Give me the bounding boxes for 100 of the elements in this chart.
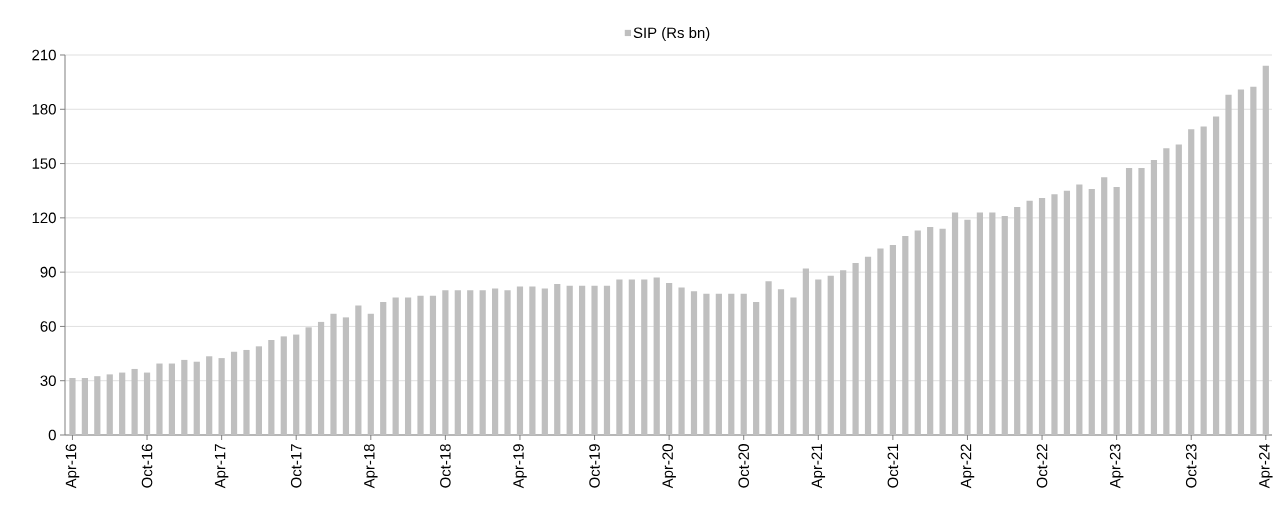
bar — [827, 275, 834, 435]
bar — [94, 376, 101, 435]
bar — [479, 290, 486, 435]
y-tick-label: 30 — [40, 375, 56, 386]
bar — [355, 305, 362, 435]
y-tick-label: 60 — [40, 321, 56, 332]
bar — [1163, 148, 1170, 435]
bar — [678, 287, 685, 435]
bar — [964, 219, 971, 435]
bar — [293, 334, 300, 435]
bar — [1200, 126, 1207, 435]
bar — [230, 351, 238, 435]
bar — [815, 279, 822, 435]
bar — [603, 285, 611, 435]
bar — [1262, 65, 1269, 435]
bar — [864, 256, 872, 435]
x-tick-label: Apr-24 — [1259, 443, 1273, 489]
bar — [1150, 159, 1158, 435]
bar — [143, 372, 151, 435]
bar — [1212, 116, 1220, 435]
bar — [119, 372, 126, 435]
bar — [666, 283, 673, 435]
bar — [417, 295, 424, 435]
bar — [467, 290, 474, 435]
bar — [268, 340, 275, 435]
bar — [877, 248, 884, 435]
x-tick-label: Apr-22 — [960, 444, 975, 489]
bar — [802, 268, 809, 435]
bar — [902, 235, 909, 435]
bar — [330, 313, 337, 435]
bar — [1237, 89, 1245, 435]
bar — [255, 346, 263, 435]
bar — [1063, 190, 1071, 435]
bar — [193, 361, 200, 435]
bar — [69, 378, 76, 435]
bar — [280, 336, 287, 435]
x-tick-label: Apr-16 — [65, 444, 80, 489]
bar — [1138, 168, 1145, 435]
bar — [740, 293, 747, 435]
bar — [442, 290, 449, 435]
bar — [181, 359, 188, 435]
y-tick-label: 150 — [32, 158, 56, 169]
bar — [1038, 197, 1046, 435]
y-tick-label: 90 — [40, 266, 56, 278]
bar — [218, 358, 225, 435]
bar — [703, 293, 710, 435]
bar — [243, 349, 250, 435]
bar — [342, 317, 350, 435]
bar — [939, 228, 946, 435]
x-tick-label: Apr-17 — [214, 444, 229, 489]
bar — [131, 368, 138, 435]
bar — [628, 279, 635, 435]
bar — [504, 290, 511, 435]
y-tick-label: 210 — [32, 49, 56, 61]
bar — [753, 302, 760, 435]
bar — [529, 286, 536, 435]
bar — [889, 245, 896, 435]
x-tick-label: Apr-18 — [364, 444, 378, 489]
bar — [317, 321, 325, 435]
y-tick-label: 180 — [32, 103, 56, 115]
bar — [554, 283, 561, 435]
legend-label: SIP (Rs bn) — [633, 27, 710, 42]
x-tick-label: Oct-21 — [887, 444, 899, 488]
bar — [1113, 187, 1120, 435]
bar — [728, 293, 735, 435]
bar — [491, 288, 499, 435]
bar — [429, 295, 437, 435]
bar — [976, 212, 983, 435]
bar — [1125, 168, 1133, 435]
bar — [1088, 188, 1095, 435]
bar — [566, 285, 573, 435]
bar — [777, 289, 785, 435]
bar — [616, 279, 623, 435]
bar — [380, 302, 387, 435]
bar — [156, 363, 163, 435]
bar — [715, 293, 722, 435]
bar — [591, 285, 598, 435]
y-tick-label: 120 — [32, 212, 56, 224]
x-tick-label: Oct-20 — [738, 444, 749, 488]
x-tick-label: Oct-17 — [290, 444, 302, 488]
bar — [641, 279, 648, 435]
bar — [541, 288, 548, 435]
bar — [81, 378, 88, 435]
bar — [1076, 184, 1083, 435]
bar — [927, 226, 934, 435]
bar — [516, 286, 524, 435]
x-tick-label: Apr-19 — [513, 444, 527, 489]
y-tick-label: 0 — [48, 429, 56, 441]
bar — [404, 297, 412, 435]
x-tick-label: Oct-19 — [589, 444, 600, 488]
x-tick-label: Apr-21 — [811, 444, 826, 489]
bar — [106, 374, 113, 435]
bar — [1014, 207, 1021, 435]
x-tick-label: Apr-23 — [1109, 444, 1124, 489]
bar — [168, 363, 176, 435]
bar — [1250, 86, 1257, 435]
bar — [951, 212, 959, 435]
bar — [579, 285, 586, 435]
bar — [790, 297, 797, 435]
x-tick-label: Oct-16 — [141, 444, 153, 488]
